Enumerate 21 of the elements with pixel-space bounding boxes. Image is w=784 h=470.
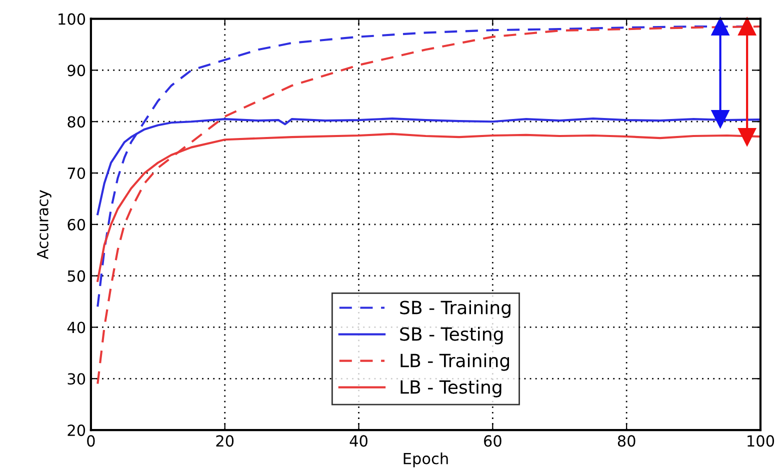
legend-label: SB - Testing — [400, 326, 503, 344]
y-tick-label: 90 — [68, 64, 86, 76]
y-tick-label: 40 — [67, 322, 86, 334]
x-tick-label: 0 — [87, 435, 95, 447]
y-axis-title: Accuracy — [37, 190, 52, 260]
y-tick-label: 30 — [68, 373, 86, 385]
y-tick-label: 70 — [68, 167, 86, 180]
y-tick-label: 20 — [68, 424, 86, 436]
legend-label: LB - Testing — [400, 380, 502, 398]
x-tick-label: 80 — [618, 435, 636, 447]
x-tick-label: 20 — [216, 435, 234, 447]
x-tick-label: 100 — [748, 435, 774, 447]
y-tick-label: 100 — [58, 13, 86, 25]
legend-label: SB - Training — [400, 300, 510, 318]
x-tick-label: 40 — [350, 435, 368, 447]
legend-label: LB - Training — [400, 353, 509, 371]
y-tick-label: 50 — [68, 270, 86, 282]
x-axis-title: Epoch — [404, 452, 448, 468]
x-tick-label: 60 — [484, 435, 502, 447]
y-tick-label: 60 — [68, 218, 86, 230]
y-tick-label: 80 — [68, 116, 86, 128]
